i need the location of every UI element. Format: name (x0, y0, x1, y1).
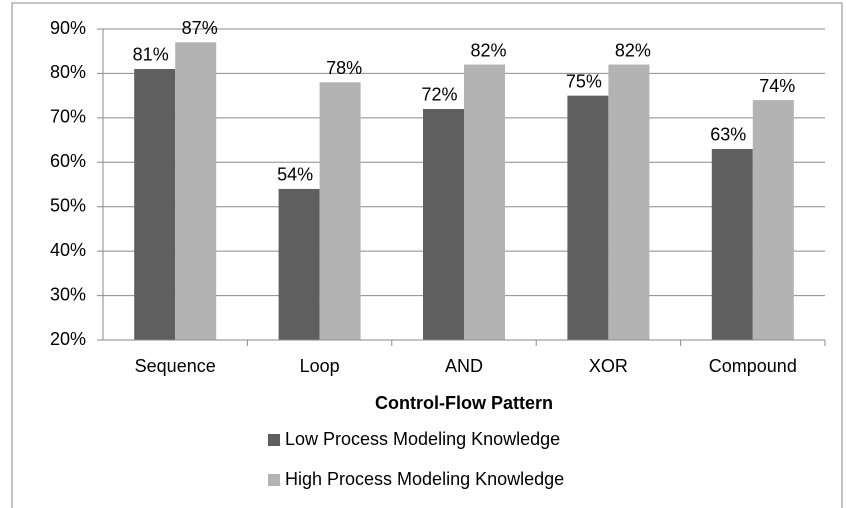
value-label: 54% (277, 165, 313, 185)
value-label: 74% (759, 76, 795, 96)
bar (423, 108, 464, 340)
x-tick-label: Compound (709, 356, 797, 376)
value-label: 82% (470, 40, 506, 60)
x-tick-label: XOR (589, 356, 628, 376)
x-tick-label: AND (445, 356, 483, 376)
y-tick-label: 80% (50, 62, 86, 82)
bar (134, 68, 176, 340)
value-label: 63% (710, 125, 746, 145)
value-label: 81% (133, 45, 169, 65)
value-label: 82% (615, 40, 651, 60)
value-label: 72% (421, 85, 457, 105)
legend-swatch (268, 474, 280, 486)
value-label: 78% (326, 58, 362, 78)
bar (567, 95, 609, 341)
bar (608, 64, 650, 341)
y-tick-label: 20% (50, 329, 86, 349)
x-tick-label: Sequence (135, 356, 216, 376)
y-tick-label: 90% (50, 18, 86, 38)
legend-label: High Process Modeling Knowledge (285, 469, 564, 489)
bar (278, 188, 320, 340)
bar (464, 64, 505, 341)
legend-swatch (268, 434, 280, 446)
y-tick-label: 30% (50, 284, 86, 304)
bar (711, 148, 753, 340)
y-tick-label: 60% (50, 151, 86, 171)
y-tick-label: 40% (50, 240, 86, 260)
y-tick-label: 70% (50, 107, 86, 127)
x-tick-label: Loop (300, 356, 340, 376)
bar (175, 42, 217, 340)
x-axis-title: Control-Flow Pattern (375, 393, 553, 413)
bar (752, 100, 794, 340)
y-tick-label: 50% (50, 195, 86, 215)
legend-label: Low Process Modeling Knowledge (285, 429, 560, 449)
bar (319, 82, 361, 341)
value-label: 87% (182, 18, 218, 38)
value-label: 75% (566, 71, 602, 91)
chart-frame (11, 2, 843, 508)
